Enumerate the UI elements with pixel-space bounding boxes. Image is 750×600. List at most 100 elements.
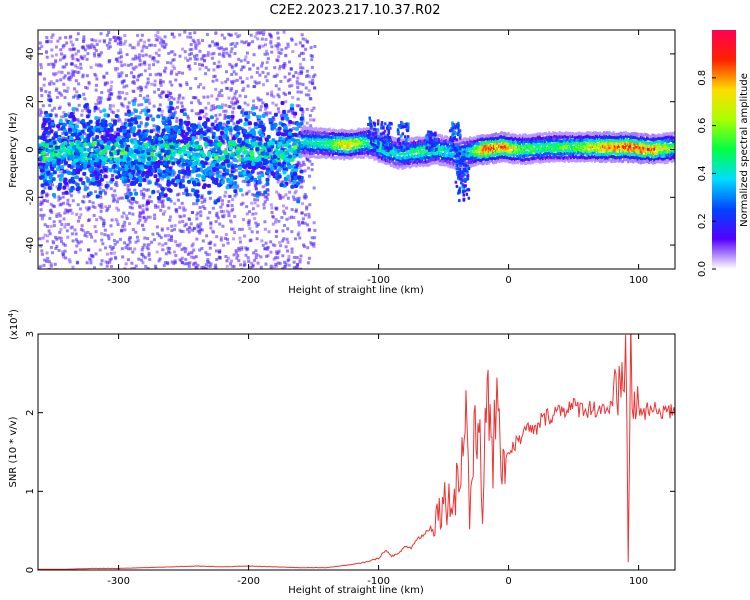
heatmap-cell	[343, 149, 346, 153]
heatmap-cell	[160, 113, 164, 117]
heatmap-cell	[213, 158, 217, 162]
heatmap-cell	[65, 89, 69, 93]
heatmap-cell	[84, 206, 88, 210]
heatmap-cell	[95, 43, 99, 47]
heatmap-cell	[153, 90, 157, 94]
heatmap-cell	[318, 144, 321, 148]
heatmap-cell	[146, 114, 150, 118]
heatmap-cell	[197, 101, 201, 105]
heatmap-cell	[84, 86, 88, 90]
heatmap-cell	[49, 262, 53, 266]
heatmap-cell	[309, 131, 312, 135]
heatmap-cell	[123, 228, 127, 232]
heatmap-cell	[80, 56, 84, 60]
heatmap-cell	[219, 238, 223, 242]
heatmap-cell	[110, 247, 114, 251]
heatmap-cell	[244, 95, 248, 99]
heatmap-cell	[330, 155, 333, 159]
heatmap-cell	[119, 51, 123, 55]
heatmap-cell	[345, 150, 348, 154]
heatmap-cell	[73, 165, 77, 169]
heatmap-cell	[145, 203, 149, 207]
heatmap-cell	[114, 142, 119, 147]
heatmap-cell	[64, 190, 69, 195]
heatmap-cell	[177, 129, 182, 134]
heatmap-cell	[266, 141, 271, 146]
heatmap-cell	[115, 36, 119, 40]
heatmap-cell	[357, 137, 360, 141]
heatmap-cell	[158, 103, 162, 107]
heatmap-cell	[140, 252, 144, 256]
heatmap-cell	[85, 109, 89, 113]
heatmap-cell	[254, 161, 259, 166]
heatmap-cell	[88, 182, 92, 186]
heatmap-cell	[212, 51, 216, 55]
heatmap-cell	[293, 132, 298, 137]
heatmap-cell	[351, 146, 354, 150]
heatmap-cell	[297, 146, 302, 151]
heatmap-cell	[293, 168, 298, 173]
heatmap-cell	[169, 71, 173, 75]
heatmap-cell	[316, 137, 319, 141]
heatmap-cell	[137, 257, 141, 261]
heatmap-cell	[82, 195, 86, 199]
heatmap-cell	[137, 103, 141, 107]
heatmap-cell	[195, 217, 199, 221]
heatmap-cell	[97, 116, 101, 120]
heatmap-cell	[343, 132, 346, 136]
heatmap-cell	[253, 181, 257, 185]
heatmap-cell	[232, 122, 236, 126]
heatmap-cell	[243, 101, 247, 105]
heatmap-cell	[124, 262, 128, 266]
heatmap-cell	[161, 120, 166, 125]
heatmap-cell	[105, 71, 109, 75]
heatmap-cell	[144, 124, 148, 128]
heatmap-cell	[334, 138, 337, 142]
heatmap-cell	[217, 52, 221, 56]
heatmap-cell	[148, 165, 153, 170]
heatmap-cell	[277, 219, 281, 223]
heatmap-cell	[100, 145, 105, 150]
heatmap-cell	[303, 141, 306, 145]
heatmap-cell	[337, 146, 339, 150]
heatmap-cell	[355, 142, 358, 146]
heatmap-cell	[138, 218, 142, 222]
heatmap-cell	[210, 104, 214, 108]
heatmap-cell	[101, 242, 105, 246]
heatmap-cell	[115, 160, 120, 165]
heatmap-cell	[337, 151, 339, 155]
heatmap-cell	[55, 215, 59, 219]
heatmap-cell	[49, 40, 53, 44]
heatmap-cell	[309, 141, 312, 145]
heatmap-cell	[74, 64, 78, 68]
heatmap-cell	[147, 251, 151, 255]
heatmap-cell	[114, 113, 119, 118]
heatmap-cell	[222, 122, 226, 126]
heatmap-cell	[314, 150, 317, 154]
heatmap-cell	[165, 127, 170, 132]
heatmap-cell	[48, 232, 52, 236]
heatmap-cell	[204, 267, 208, 269]
heatmap-cell	[358, 137, 361, 141]
heatmap-cell	[184, 186, 188, 190]
heatmap-cell	[276, 180, 280, 184]
heatmap-cell	[184, 222, 188, 226]
heatmap-cell	[206, 53, 210, 57]
heatmap-cell	[299, 90, 303, 94]
heatmap-cell	[359, 145, 362, 149]
heatmap-cell	[76, 219, 80, 223]
heatmap-cell	[154, 34, 158, 38]
heatmap-cell	[323, 138, 326, 142]
heatmap-cell	[137, 115, 142, 120]
heatmap-cell	[226, 237, 230, 241]
heatmap-cell	[53, 73, 57, 77]
heatmap-cell	[144, 85, 148, 89]
heatmap-cell	[231, 140, 236, 145]
heatmap-cell	[340, 135, 343, 139]
heatmap-cell	[166, 61, 170, 65]
heatmap-cell	[66, 184, 70, 188]
heatmap-cell	[220, 33, 224, 37]
heatmap-cell	[92, 140, 97, 145]
heatmap-cell	[58, 91, 62, 95]
heatmap-cell	[57, 174, 61, 178]
